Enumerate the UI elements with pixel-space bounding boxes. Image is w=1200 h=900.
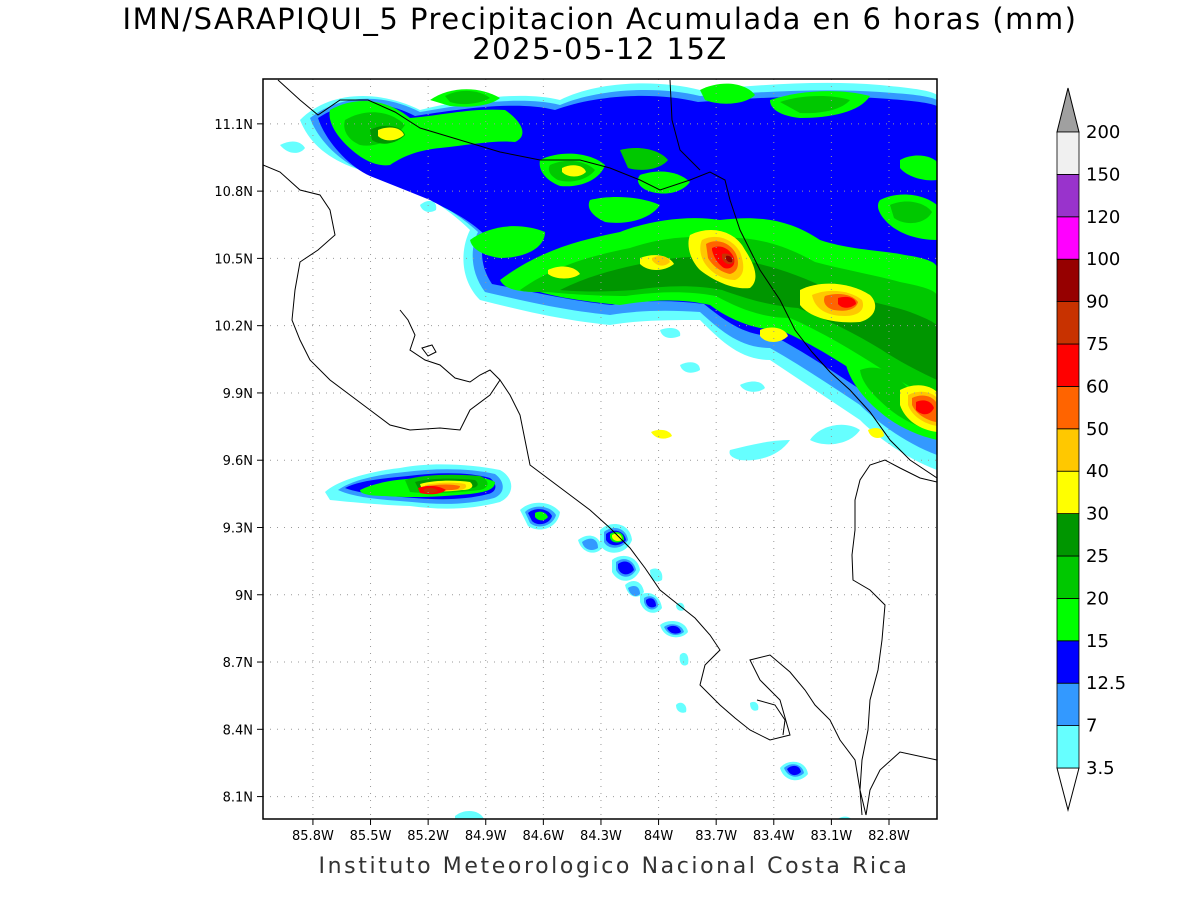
lat-tick-label: 10.8N bbox=[214, 185, 253, 200]
lat-tick-label: 9.3N bbox=[223, 521, 253, 536]
lat-tick-label: 8.7N bbox=[223, 656, 253, 671]
lon-tick-label: 85.8W bbox=[292, 829, 334, 844]
map-title: IMN/SARAPIQUI_5 Precipitacion Acumulada … bbox=[122, 2, 1078, 36]
lon-tick-label: 84.6W bbox=[522, 829, 564, 844]
colorbar-label: 15 bbox=[1086, 631, 1109, 652]
colorbar-swatch bbox=[1056, 555, 1080, 599]
colorbar-label: 50 bbox=[1086, 419, 1109, 440]
colorbar-label: 150 bbox=[1086, 164, 1120, 185]
colorbar-swatch bbox=[1056, 216, 1080, 260]
colorbar-legend: 3.5 7 12.5 15 20 25 30 40 50 60 75 90 100 120 150 200 bbox=[1056, 87, 1126, 812]
map-grid bbox=[263, 79, 937, 819]
colorbar-swatch bbox=[1056, 131, 1080, 175]
plot-frame bbox=[262, 78, 938, 820]
colorbar-label: 100 bbox=[1086, 249, 1120, 270]
colorbar-swatch bbox=[1056, 682, 1080, 727]
lon-tick-label: 84W bbox=[644, 829, 674, 844]
colorbar-swatch bbox=[1056, 470, 1080, 515]
colorbar-label: 40 bbox=[1086, 461, 1109, 482]
longitude-axis: 85.8W 85.5W 85.2W 84.9W 84.6W 84.3W 84W 83.7W 83… bbox=[292, 819, 910, 844]
colorbar-swatch bbox=[1056, 725, 1080, 769]
colorbar-label: 7 bbox=[1086, 716, 1097, 737]
colorbar-label: 75 bbox=[1086, 334, 1109, 355]
credit-text: Instituto Meteorologico Nacional Costa R… bbox=[318, 854, 910, 879]
lon-tick-label: 84.9W bbox=[465, 829, 507, 844]
colorbar-label: 60 bbox=[1086, 376, 1109, 397]
lat-tick-label: 11.1N bbox=[214, 118, 253, 133]
lat-tick-label: 10.2N bbox=[214, 320, 253, 335]
map-subtitle: 2025-05-12 15Z bbox=[472, 32, 728, 66]
lat-tick-label: 8.4N bbox=[223, 723, 253, 738]
colorbar-swatch bbox=[1056, 428, 1080, 472]
colorbar-swatch bbox=[1056, 640, 1080, 684]
lon-tick-label: 83.1W bbox=[810, 829, 852, 844]
plot-area bbox=[263, 79, 937, 819]
colorbar-swatch bbox=[1056, 343, 1080, 387]
lat-tick-label: 9N bbox=[235, 589, 253, 604]
colorbar-label: 30 bbox=[1086, 504, 1109, 525]
colorbar-label: 90 bbox=[1086, 292, 1109, 313]
lon-tick-label: 83.4W bbox=[753, 829, 795, 844]
colorbar-swatch bbox=[1056, 258, 1080, 303]
colorbar-label: 20 bbox=[1086, 588, 1109, 609]
colorbar-top-arrow bbox=[1056, 87, 1080, 133]
lat-tick-label: 10.5N bbox=[214, 252, 253, 267]
colorbar-label: 12.5 bbox=[1086, 673, 1126, 694]
colorbar-label: 120 bbox=[1086, 207, 1120, 228]
coastline bbox=[263, 79, 937, 816]
colorbar-bottom-arrow bbox=[1056, 767, 1080, 812]
lat-tick-label: 9.9N bbox=[223, 387, 253, 402]
lon-tick-label: 82.8W bbox=[868, 829, 910, 844]
colorbar-swatch bbox=[1056, 513, 1080, 557]
lat-tick-label: 8.1N bbox=[223, 791, 253, 806]
colorbar-swatch bbox=[1056, 385, 1080, 430]
colorbar-label: 25 bbox=[1086, 546, 1109, 567]
colorbar-swatch bbox=[1056, 301, 1080, 345]
lon-tick-label: 84.3W bbox=[580, 829, 622, 844]
precipitation-field bbox=[280, 82, 937, 819]
lon-tick-label: 85.2W bbox=[407, 829, 449, 844]
colorbar-label: 3.5 bbox=[1086, 758, 1115, 779]
lon-tick-label: 85.5W bbox=[350, 829, 392, 844]
lat-tick-label: 9.6N bbox=[223, 454, 253, 469]
colorbar-label: 200 bbox=[1086, 122, 1120, 143]
lon-tick-label: 83.7W bbox=[695, 829, 737, 844]
latitude-axis: 11.1N 10.8N 10.5N 10.2N 9.9N 9.6N 9.3N 9N 8.7N 8.… bbox=[214, 118, 263, 806]
colorbar-swatch bbox=[1056, 173, 1080, 218]
colorbar-swatch bbox=[1056, 598, 1080, 642]
